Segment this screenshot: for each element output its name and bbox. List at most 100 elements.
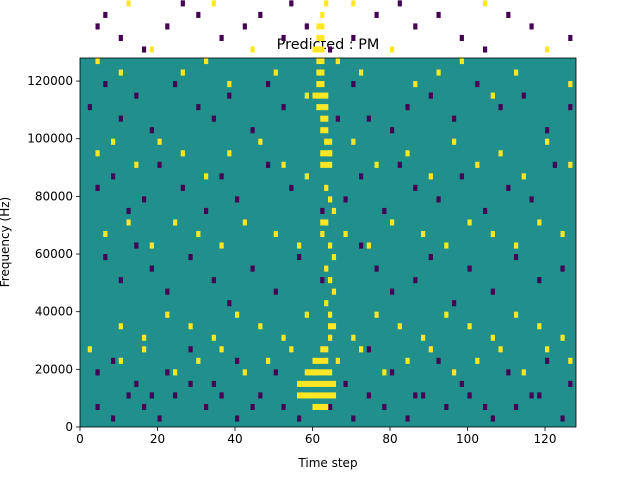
heatmap-cell-low	[405, 104, 410, 111]
heatmap-cell-high	[227, 150, 232, 157]
heatmap-cell-high	[320, 81, 325, 88]
heatmap-cell-low	[452, 300, 457, 307]
heatmap-cell-low	[343, 196, 348, 203]
heatmap-cell-high	[316, 357, 321, 364]
heatmap-cell-high	[514, 242, 519, 249]
heatmap-cell-high	[242, 369, 247, 376]
heatmap-cell-low	[483, 46, 488, 53]
heatmap-cell-low	[506, 11, 511, 18]
heatmap-cell-high	[320, 392, 325, 399]
heatmap-cell-low	[111, 357, 116, 364]
heatmap-cell-high	[324, 127, 329, 134]
heatmap-cell-high	[320, 92, 325, 99]
heatmap-cell-low	[328, 46, 333, 53]
heatmap-cell-high	[335, 357, 340, 364]
heatmap-cell-low	[173, 392, 178, 399]
heatmap-cell-low	[211, 115, 216, 122]
heatmap-cell-low	[328, 403, 333, 411]
heatmap-cell-high	[436, 69, 441, 76]
heatmap-cell-low	[320, 277, 325, 284]
y-tick-label: 60000	[35, 247, 73, 261]
heatmap-cell-high	[324, 265, 329, 272]
heatmap-cell-low	[289, 184, 294, 191]
heatmap-cell-high	[351, 138, 356, 145]
heatmap-cell-high	[397, 323, 402, 330]
heatmap-cell-low	[211, 380, 216, 387]
heatmap-cell-low	[351, 415, 356, 422]
heatmap-cell-high	[316, 104, 321, 111]
heatmap-cell-high	[382, 369, 387, 376]
heatmap-cell-low	[320, 207, 325, 214]
heatmap-cell-low	[289, 0, 294, 7]
heatmap-cell-high	[324, 104, 329, 111]
heatmap-cell-high	[324, 161, 329, 168]
heatmap-cell-high	[157, 138, 162, 145]
heatmap-cell-high	[320, 115, 325, 122]
heatmap-cell-high	[490, 92, 495, 99]
heatmap-cell-high	[304, 369, 309, 376]
heatmap-cell-high	[204, 173, 209, 180]
heatmap-cell-high	[258, 323, 263, 330]
heatmap-cell-high	[87, 346, 92, 353]
heatmap-cell-high	[126, 219, 131, 226]
heatmap-cell-low	[149, 392, 154, 399]
heatmap-cell-high	[490, 230, 495, 238]
heatmap-cell-low	[273, 369, 278, 376]
y-tick-label: 80000	[35, 189, 73, 203]
heatmap-cell-high	[421, 230, 426, 238]
heatmap-cell-high	[111, 138, 116, 145]
x-tick-label: 60	[305, 432, 320, 446]
heatmap-cell-high	[103, 230, 108, 238]
heatmap-cell-low	[436, 196, 441, 203]
heatmap-cell-high	[324, 369, 329, 376]
heatmap-cell-high	[118, 357, 123, 364]
heatmap-cell-high	[444, 311, 449, 318]
heatmap-cell-low	[250, 265, 255, 272]
heatmap-cell-low	[560, 265, 565, 272]
heatmap-cell-low	[297, 254, 302, 261]
heatmap-cell-low	[95, 23, 100, 30]
heatmap-cell-high	[328, 311, 333, 318]
heatmap-cell-high	[118, 323, 123, 330]
heatmap-cell-high	[300, 392, 306, 399]
heatmap-cell-low	[545, 357, 550, 364]
heatmap-cell-high	[560, 230, 565, 238]
heatmap-cell-high	[308, 380, 313, 387]
heatmap-cell-low	[490, 415, 495, 422]
heatmap-cell-low	[537, 277, 542, 284]
heatmap-cell-high	[227, 81, 232, 88]
heatmap-cell-low	[95, 184, 100, 191]
heatmap-cell-high	[142, 346, 147, 353]
heatmap-cell-low	[134, 242, 139, 249]
heatmap-cell-high	[490, 334, 495, 341]
heatmap-cell-high	[328, 150, 333, 157]
heatmap-cell-low	[188, 346, 193, 353]
heatmap-cell-high	[374, 161, 379, 168]
heatmap-cell-high	[320, 11, 325, 18]
heatmap-cell-high	[320, 127, 325, 134]
heatmap-cell-low	[297, 415, 302, 422]
heatmap-cell-high	[312, 380, 317, 387]
x-tick-label: 80	[382, 432, 397, 446]
heatmap-cell-high	[498, 150, 503, 157]
heatmap-cell-low	[413, 184, 418, 191]
heatmap-cell-high	[196, 230, 201, 238]
heatmap-cell-high	[331, 288, 337, 295]
heatmap-cell-low	[204, 207, 209, 214]
heatmap-cell-low	[459, 380, 464, 387]
heatmap-cell-low	[281, 403, 286, 411]
heatmap-cell-high	[545, 346, 550, 353]
heatmap-cell-high	[304, 311, 309, 318]
heatmap-cell-high	[304, 173, 309, 180]
heatmap-cell-low	[568, 34, 573, 42]
heatmap-cell-low	[211, 277, 216, 284]
heatmap-cell-high	[304, 392, 309, 399]
heatmap-cell-low	[304, 23, 309, 30]
heatmap-cell-high	[316, 403, 321, 411]
heatmap-cell-high	[266, 357, 271, 364]
heatmap-cell-low	[413, 277, 418, 284]
heatmap-cell-low	[366, 115, 371, 122]
heatmap-cell-low	[397, 161, 402, 168]
heatmap-cell-low	[165, 288, 170, 295]
